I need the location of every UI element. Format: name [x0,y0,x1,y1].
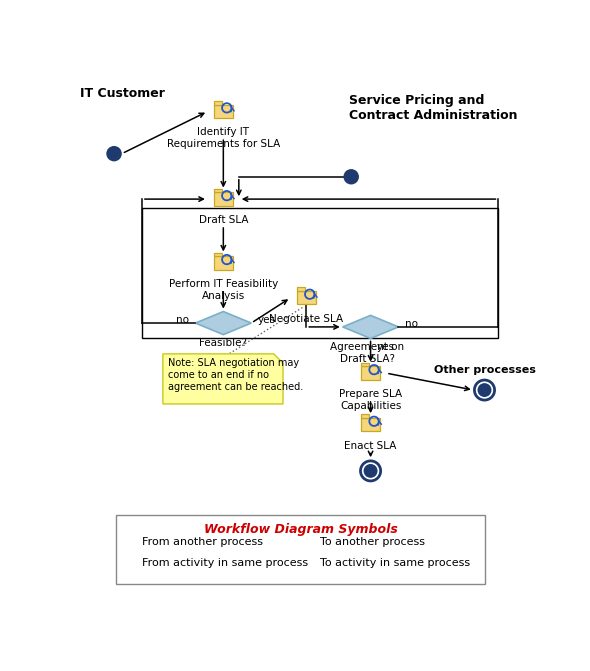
Circle shape [304,559,314,568]
FancyBboxPatch shape [116,515,485,584]
Circle shape [343,169,359,185]
FancyBboxPatch shape [361,363,369,366]
FancyBboxPatch shape [214,256,232,270]
FancyBboxPatch shape [214,193,232,206]
Text: no: no [405,319,418,329]
FancyBboxPatch shape [214,189,222,193]
Text: To activity in same process: To activity in same process [320,558,470,568]
Circle shape [302,535,316,549]
Circle shape [106,146,122,161]
Polygon shape [163,354,283,404]
Polygon shape [343,315,398,338]
Text: Draft SLA: Draft SLA [199,215,248,225]
Text: Other processes: Other processes [434,364,536,374]
Bar [142,207,499,338]
Text: Agreement on
Draft SLA?: Agreement on Draft SLA? [330,342,405,364]
Text: Workflow Diagram Symbols: Workflow Diagram Symbols [204,523,398,536]
Text: Identify IT
Requirements for SLA: Identify IT Requirements for SLA [167,127,280,149]
FancyBboxPatch shape [297,287,305,291]
Circle shape [302,556,316,570]
FancyBboxPatch shape [214,101,222,105]
Text: Prepare SLA
Capabilities: Prepare SLA Capabilities [339,389,402,411]
Text: From activity in same process: From activity in same process [142,558,308,568]
Text: no: no [176,315,189,325]
Circle shape [477,383,491,397]
FancyBboxPatch shape [361,366,380,380]
FancyBboxPatch shape [214,253,222,256]
Circle shape [304,537,314,546]
FancyBboxPatch shape [361,415,369,418]
Circle shape [126,557,138,570]
Text: Perform IT Feasibility
Analysis: Perform IT Feasibility Analysis [169,279,278,301]
Text: yes: yes [377,342,395,352]
Text: Negotiate SLA: Negotiate SLA [269,313,343,323]
Circle shape [474,380,494,400]
FancyBboxPatch shape [214,105,232,118]
Text: Service Pricing and
Contract Administration: Service Pricing and Contract Administrat… [349,95,517,122]
FancyBboxPatch shape [361,418,380,431]
Text: Feasible?: Feasible? [199,338,247,348]
Circle shape [126,535,138,548]
Circle shape [360,461,381,481]
Polygon shape [195,311,251,335]
FancyBboxPatch shape [297,291,316,305]
Text: Enact SLA: Enact SLA [345,441,396,451]
Text: From another process: From another process [142,537,263,547]
Circle shape [363,464,378,478]
Text: IT Customer: IT Customer [80,87,165,100]
Text: Note: SLA negotiation may
come to an end if no
agreement can be reached.: Note: SLA negotiation may come to an end… [168,358,303,392]
Text: yes: yes [257,315,276,325]
Text: To another process: To another process [320,537,425,547]
